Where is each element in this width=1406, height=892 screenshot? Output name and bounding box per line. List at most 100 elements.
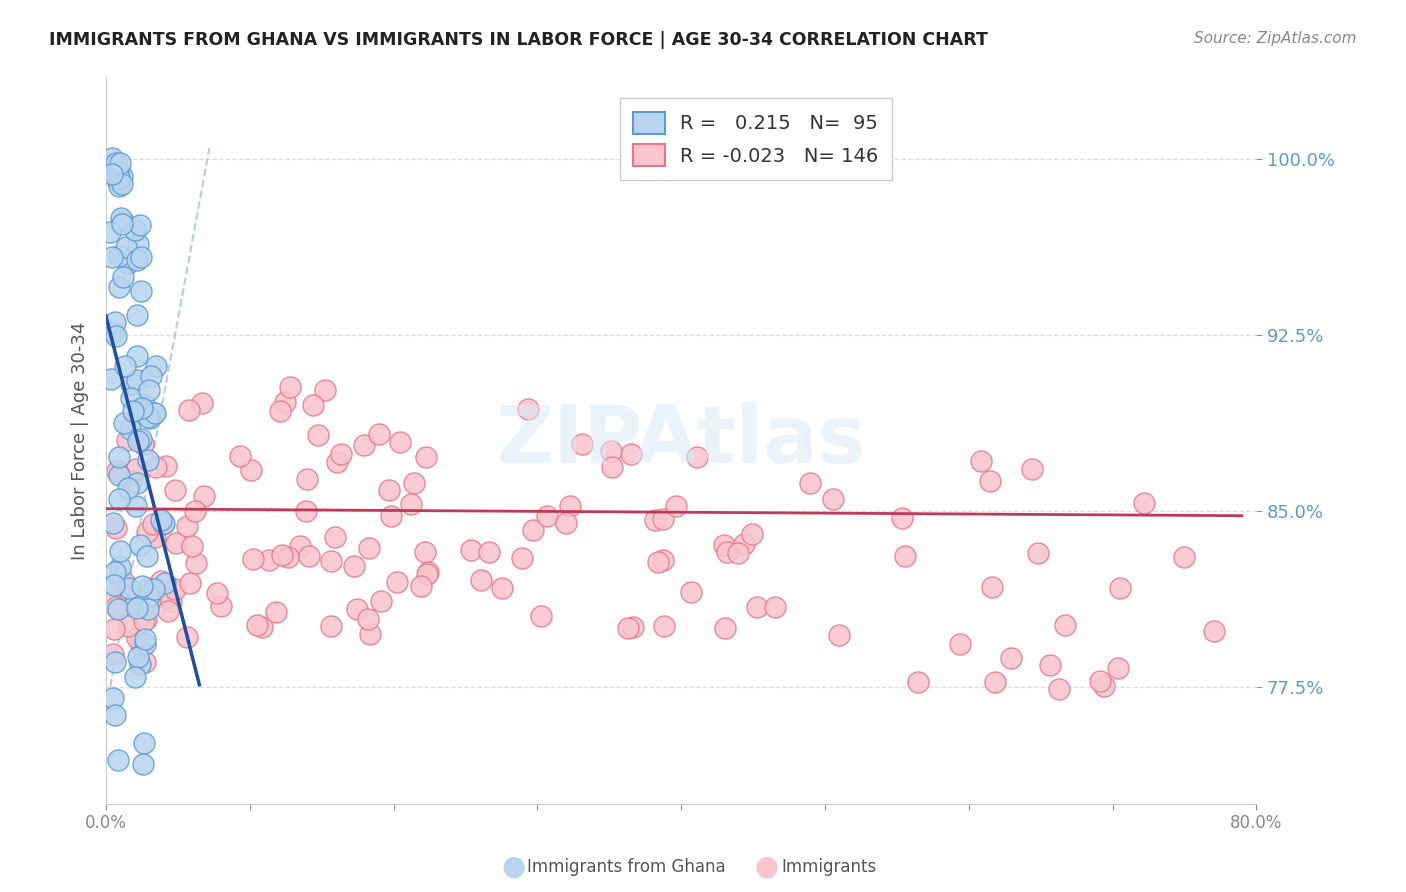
Point [416,567,439,582]
Point [134,632,156,647]
Text: ●: ● [501,853,526,881]
Point [138,383,160,397]
Point [652,618,675,632]
Text: Source: ZipAtlas.com: Source: ZipAtlas.com [1194,31,1357,46]
Point [111,218,134,232]
Point [343,559,366,574]
Point [665,500,688,514]
Point [127,434,149,448]
Legend: R =   0.215   N=  95, R = -0.023   N= 146: R = 0.215 N= 95, R = -0.023 N= 146 [620,98,891,180]
Point [616,621,638,635]
Point [176,519,198,533]
Point [302,398,325,412]
Point [1049,682,1071,697]
Point [571,436,593,450]
Point [138,410,160,425]
Point [184,556,207,570]
Point [325,530,347,544]
Point [134,397,156,411]
Point [949,637,972,651]
Point [110,211,132,226]
Point [117,255,139,269]
Point [104,167,127,181]
Point [165,536,187,550]
Point [314,383,336,397]
Point [108,280,131,294]
Text: IMMIGRANTS FROM GHANA VS IMMIGRANTS IN LABOR FORCE | AGE 30-34 CORRELATION CHART: IMMIGRANTS FROM GHANA VS IMMIGRANTS IN L… [49,31,988,49]
Point [894,549,917,564]
Point [108,467,131,482]
Point [118,422,141,436]
Point [326,455,349,469]
Point [143,406,166,420]
Point [129,432,152,446]
Point [278,380,301,394]
Point [828,628,851,642]
Point [536,509,558,524]
Text: ZIPAtlas: ZIPAtlas [496,401,866,480]
Point [890,511,912,525]
Point [145,359,167,373]
Point [142,582,165,596]
Point [136,581,159,595]
Point [124,593,146,607]
Point [107,450,129,464]
Point [651,512,673,526]
Point [176,631,198,645]
Point [143,529,166,543]
Point [129,284,152,298]
Point [329,447,352,461]
Point [346,601,368,615]
Point [111,169,134,184]
Point [104,315,127,329]
Point [138,410,160,425]
Point [100,372,122,386]
Text: Immigrants from Ghana: Immigrants from Ghana [527,858,725,876]
Point [491,581,513,595]
Point [209,599,232,613]
Point [125,476,148,491]
Point [1108,581,1130,595]
Point [1092,679,1115,693]
Point [103,578,125,592]
Point [108,249,131,263]
Point [600,443,623,458]
Point [184,504,207,518]
Point [136,549,159,563]
Y-axis label: In Labor Force | Age 30-34: In Labor Force | Age 30-34 [72,321,89,560]
Point [136,452,159,467]
Point [136,602,159,616]
Point [125,308,148,322]
Point [307,428,329,442]
Point [205,586,228,600]
Point [399,497,422,511]
Point [413,545,436,559]
Point [460,543,482,558]
Point [191,396,214,410]
Point [108,544,131,558]
Point [1088,673,1111,688]
Point [152,516,174,530]
Point [288,539,311,553]
Point [747,600,769,615]
Point [713,621,735,635]
Point [264,606,287,620]
Point [799,475,821,490]
Point [409,579,432,593]
Point [112,416,135,430]
Point [359,541,381,555]
Point [554,516,576,530]
Point [128,657,150,671]
Point [129,250,152,264]
Point [155,591,177,605]
Point [98,225,121,239]
Point [107,491,129,506]
Point [134,655,156,669]
Point [127,601,149,615]
Point [367,426,389,441]
Point [177,402,200,417]
Point [150,513,173,527]
Text: Immigrants: Immigrants [782,858,877,876]
Point [105,329,128,343]
Point [165,582,187,597]
